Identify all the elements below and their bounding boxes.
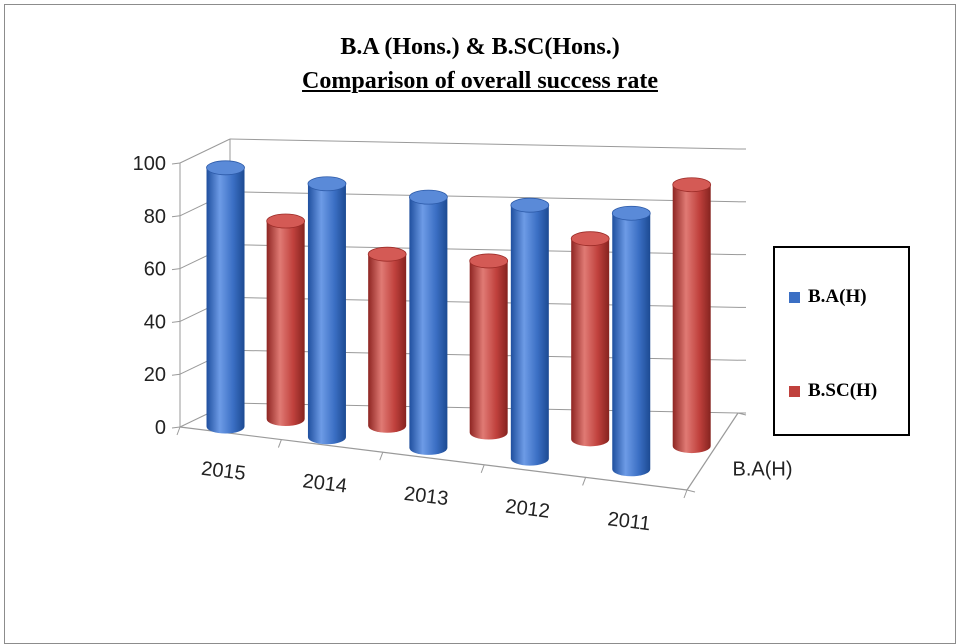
bar-bsc-2015-body [266, 221, 305, 427]
bar-ba-2015-body [206, 167, 245, 434]
bar-bsc-2015-cap [266, 213, 306, 229]
gridline-back [229, 191, 739, 203]
y-tick-mark [171, 320, 181, 323]
chart-subtitle: Comparison of overall success rate [0, 68, 960, 95]
y-tick-mark [171, 268, 181, 271]
bar-bsc-2011-cap [672, 177, 712, 193]
x-tick-label: 2014 [301, 470, 348, 497]
bar-ba-2014-cap [307, 176, 347, 192]
bar-bsc-2012-body [571, 238, 610, 447]
bar-ba-2015 [206, 160, 245, 434]
floor-right-edge [686, 412, 739, 491]
bar-bsc-2013-body [469, 260, 508, 440]
bar-bsc-2014-body [368, 254, 407, 433]
x-tick-label: 2011 [606, 508, 651, 535]
bar-bsc-2012 [570, 231, 610, 447]
bar-ba-2013-cap [408, 189, 448, 205]
gridline-back [229, 138, 739, 150]
x-tick-mark [176, 426, 181, 436]
x-tick-mark [277, 439, 282, 448]
y-tick-label: 0 [155, 417, 166, 439]
bar-bsc-2014-cap [367, 246, 407, 262]
bar-bsc-2013-cap [469, 253, 509, 269]
bar-bsc-2012-cap [570, 231, 610, 247]
chart-subtitle-text: Comparison of overall success rate [302, 68, 658, 94]
y-tick-label: 40 [144, 311, 166, 333]
bar-ba-2011-body [612, 213, 651, 477]
bar-ba-2012-cap [510, 197, 550, 213]
legend-swatch-bsc [789, 385, 800, 397]
y-tick-label: 100 [133, 153, 166, 175]
legend: B.A(H) B.SC(H) [773, 246, 910, 436]
bar-ba-2012-body [510, 205, 549, 466]
y-tick-label: 60 [144, 259, 166, 281]
bar-bsc-2011-body [672, 184, 711, 454]
bar-ba-2014 [307, 176, 347, 445]
gridline-side [179, 138, 231, 164]
depth-axis-label: B.A(H) [733, 459, 793, 481]
bar-ba-2012 [510, 197, 550, 466]
x-tick-mark [480, 464, 485, 473]
depth-tick-mark [737, 412, 747, 416]
x-tick-label: 2015 [200, 458, 247, 485]
floor-front-edge [179, 426, 688, 491]
x-tick-label: 2013 [403, 483, 450, 510]
gridline-back [229, 244, 739, 256]
x-tick-label: 2012 [504, 496, 551, 523]
legend-label-ba: B.A(H) [808, 286, 867, 307]
x-tick-mark [379, 452, 384, 461]
bar-ba-2011 [611, 205, 651, 477]
legend-label-bsc: B.SC(H) [808, 380, 878, 401]
depth-tick-mark [686, 489, 696, 493]
legend-item-ba: B.A(H) [789, 286, 867, 308]
bar-ba-2014-body [307, 183, 346, 445]
y-tick-mark [171, 373, 181, 376]
bar-bsc-2013 [469, 253, 509, 440]
x-tick-mark [582, 477, 587, 486]
bar-ba-2011-cap [611, 205, 651, 221]
legend-item-bsc: B.SC(H) [789, 380, 877, 402]
legend-swatch-ba [789, 291, 800, 303]
bar-bsc-2014 [367, 246, 407, 433]
y-tick-mark [171, 162, 181, 165]
y-tick-mark [171, 426, 181, 429]
y-tick-label: 80 [144, 206, 166, 228]
y-tick-mark [171, 215, 181, 218]
y-tick-label: 20 [144, 364, 166, 386]
x-tick-mark [683, 489, 688, 499]
bar-ba-2013 [408, 189, 448, 455]
bar-bsc-2015 [266, 213, 306, 427]
bar-ba-2013-body [409, 197, 448, 455]
chart-title: B.A (Hons.) & B.SC(Hons.) [340, 34, 620, 60]
bar-ba-2015-cap [206, 160, 245, 176]
bar-bsc-2011 [672, 177, 712, 454]
